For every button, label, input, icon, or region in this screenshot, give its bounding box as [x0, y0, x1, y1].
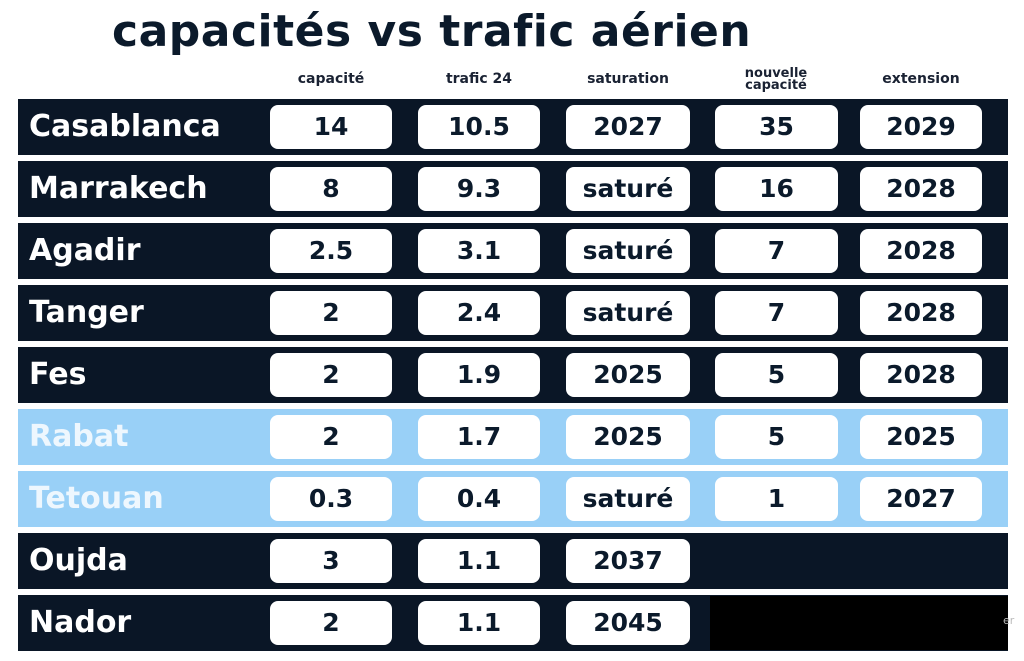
cell-trafic-24: 1.1 — [418, 539, 540, 583]
cell-extension: 2028 — [860, 353, 982, 397]
city-label: Casablanca — [29, 109, 221, 144]
table-row-agadir: Agadir 2.5 3.1 saturé 7 2028 — [18, 223, 1008, 279]
cell-saturation: 2037 — [566, 539, 690, 583]
cell-trafic-24: 1.7 — [418, 415, 540, 459]
cell-capacite: 14 — [270, 105, 392, 149]
cell-nouvelle-capacite: 5 — [715, 415, 838, 459]
cell-nouvelle-capacite: 7 — [715, 291, 838, 335]
cell-trafic-24: 2.4 — [418, 291, 540, 335]
page-title: capacités vs trafic aérien — [112, 6, 752, 57]
cell-extension: 2028 — [860, 167, 982, 211]
cell-saturation: 2025 — [566, 353, 690, 397]
city-label: Nador — [29, 605, 132, 640]
table-row-casablanca: Casablanca 14 10.5 2027 35 2029 — [18, 99, 1008, 155]
cell-nouvelle-capacite: 16 — [715, 167, 838, 211]
column-header-saturation: saturation — [587, 71, 669, 87]
city-label: Oujda — [29, 543, 128, 578]
redaction-block — [710, 596, 1008, 650]
cell-nouvelle-capacite: 35 — [715, 105, 838, 149]
cell-capacite: 0.3 — [270, 477, 392, 521]
cell-trafic-24: 3.1 — [418, 229, 540, 273]
cell-extension: 2029 — [860, 105, 982, 149]
table-row-tanger: Tanger 2 2.4 saturé 7 2028 — [18, 285, 1008, 341]
table-row-rabat: Rabat 2 1.7 2025 5 2025 — [18, 409, 1008, 465]
cell-nouvelle-capacite: 5 — [715, 353, 838, 397]
column-header-capacite: capacité — [297, 71, 365, 87]
city-label: Agadir — [29, 233, 141, 268]
cell-trafic-24: 10.5 — [418, 105, 540, 149]
cell-saturation: saturé — [566, 477, 690, 521]
column-header-nouvelle-capacite: nouvelle capacité — [744, 66, 808, 93]
cell-saturation: 2025 — [566, 415, 690, 459]
cell-nouvelle-capacite: 7 — [715, 229, 838, 273]
cell-saturation: saturé — [566, 229, 690, 273]
cell-capacite: 2 — [270, 415, 392, 459]
cell-capacite: 2 — [270, 291, 392, 335]
cell-saturation: 2027 — [566, 105, 690, 149]
table-row-oujda: Oujda 3 1.1 2037 — [18, 533, 1008, 589]
column-header-trafic-24: trafic 24 — [445, 71, 513, 87]
cell-capacite: 8 — [270, 167, 392, 211]
city-label: Fes — [29, 357, 87, 392]
city-label: Tetouan — [29, 481, 164, 516]
cell-nouvelle-capacite: 1 — [715, 477, 838, 521]
cell-capacite: 3 — [270, 539, 392, 583]
cell-extension: 2025 — [860, 415, 982, 459]
cell-saturation: saturé — [566, 291, 690, 335]
column-header-extension: extension — [882, 71, 960, 87]
city-label: Rabat — [29, 419, 129, 454]
cell-trafic-24: 1.9 — [418, 353, 540, 397]
cell-capacite: 2 — [270, 601, 392, 645]
cell-capacite: 2.5 — [270, 229, 392, 273]
watermark-text: er — [1003, 614, 1015, 627]
cell-saturation: saturé — [566, 167, 690, 211]
cell-saturation: 2045 — [566, 601, 690, 645]
cell-trafic-24: 0.4 — [418, 477, 540, 521]
cell-extension: 2027 — [860, 477, 982, 521]
cell-extension: 2028 — [860, 291, 982, 335]
cell-extension: 2028 — [860, 229, 982, 273]
table-row-marrakech: Marrakech 8 9.3 saturé 16 2028 — [18, 161, 1008, 217]
cell-trafic-24: 9.3 — [418, 167, 540, 211]
city-label: Tanger — [29, 295, 144, 330]
table-row-fes: Fes 2 1.9 2025 5 2028 — [18, 347, 1008, 403]
city-label: Marrakech — [29, 171, 208, 206]
table-row-tetouan: Tetouan 0.3 0.4 saturé 1 2027 — [18, 471, 1008, 527]
cell-capacite: 2 — [270, 353, 392, 397]
cell-trafic-24: 1.1 — [418, 601, 540, 645]
